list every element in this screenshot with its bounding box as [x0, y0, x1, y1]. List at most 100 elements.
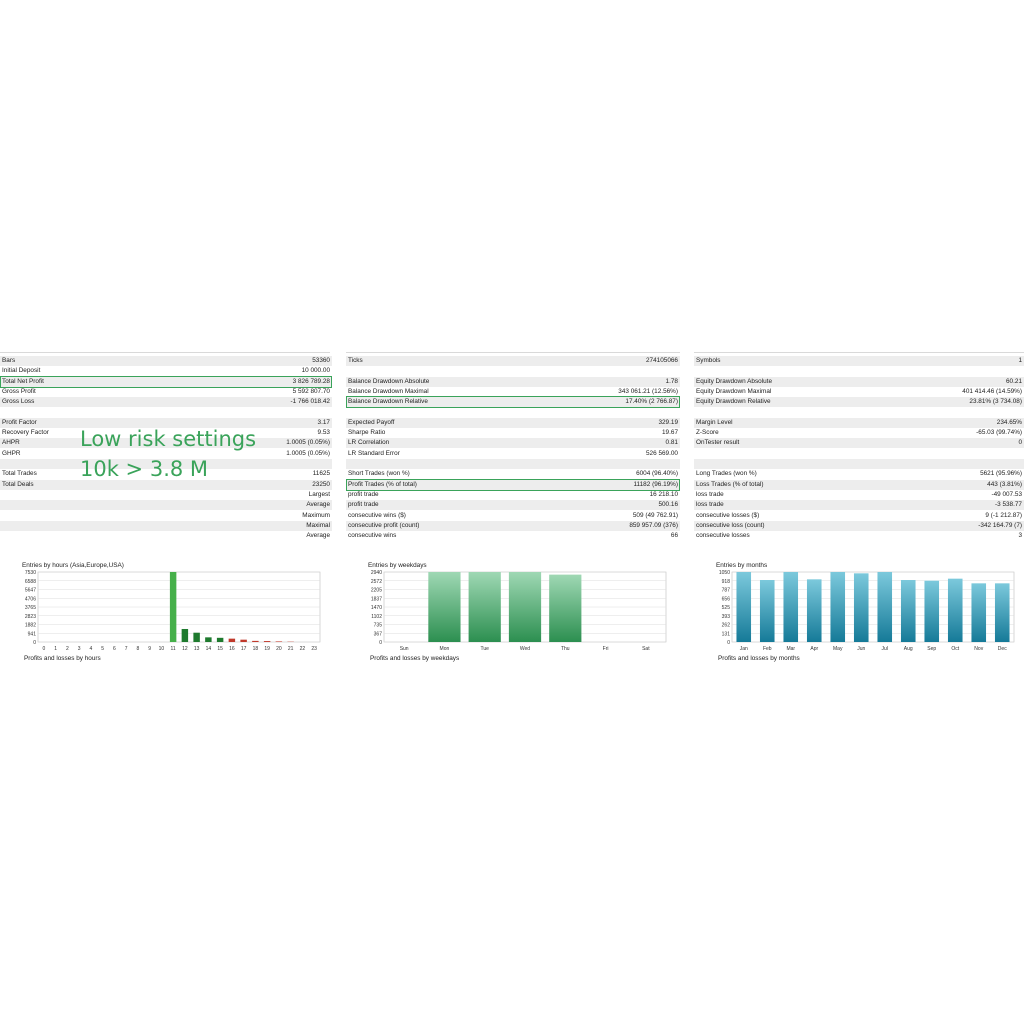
bar-jun	[853, 573, 869, 642]
stat-value: 3.17	[317, 418, 330, 426]
stat-label: Long Trades (won %)	[696, 470, 757, 478]
bar-20	[275, 641, 283, 642]
y-tick-label: 6588	[25, 579, 36, 585]
stat-label: Profit Trades (% of total)	[348, 480, 417, 488]
x-tick-label: Mar	[786, 646, 795, 652]
x-tick-label: 23	[311, 646, 317, 652]
x-tick-label: Dec	[998, 646, 1007, 652]
bar-12	[181, 628, 189, 642]
bar-16	[228, 638, 236, 642]
x-tick-label: 19	[264, 646, 270, 652]
y-tick-label: 1470	[371, 605, 382, 611]
x-tick-label: 8	[136, 646, 139, 652]
stat-row: Bars 53360	[0, 356, 332, 366]
stat-value: 0	[1018, 439, 1022, 447]
x-tick-label: 21	[288, 646, 294, 652]
bar-feb	[759, 580, 775, 642]
bar-thu	[549, 574, 582, 642]
stat-row: Total Net Profit 3 826 789.28	[0, 376, 332, 387]
bar-dec	[994, 583, 1010, 642]
stat-label: Equity Drawdown Absolute	[696, 377, 773, 385]
bar-apr	[806, 579, 822, 642]
bar-chart-svg: 2940 2572 2205 1837 1470 1102 735 367 0 Sun Mon Tue…	[371, 570, 667, 652]
stat-value: -3 538.77	[994, 501, 1022, 509]
y-tick-label: 131	[722, 631, 731, 637]
stat-value: 23250	[312, 480, 330, 488]
stat-label: GHPR	[2, 449, 21, 457]
promo-line-1: Low risk settings	[80, 427, 257, 451]
stat-value: 19.67	[662, 429, 678, 437]
stat-label: Symbols	[696, 357, 721, 364]
stat-value: 443 (3.81%)	[987, 480, 1022, 488]
stat-label: LR Standard Error	[348, 449, 400, 457]
stat-row: Gross Profit 5 592 807.70	[0, 387, 332, 397]
stat-value: 5 592 807.70	[292, 387, 330, 395]
stat-row: consecutive profit (count) 859 957.09 (37…	[346, 520, 680, 531]
stat-value: 9.53	[317, 429, 330, 437]
stat-row	[0, 408, 332, 418]
highlight-box	[346, 396, 680, 409]
bar-17	[240, 639, 247, 642]
stat-label: Total Net Profit	[2, 377, 44, 385]
stat-row: consecutive wins ($) 509 (49 762.91)	[346, 511, 680, 521]
stat-value: 859 957.09 (376)	[629, 521, 678, 529]
stat-label: Total Deals	[2, 480, 34, 488]
bar-may	[830, 572, 846, 642]
stat-label: Z-Score	[696, 429, 719, 437]
stat-row: Initial Deposit 10 000.00	[0, 366, 332, 376]
y-tick-label: 262	[722, 623, 731, 629]
stat-row	[694, 449, 1024, 459]
y-tick-label: 2940	[371, 570, 382, 576]
stat-row: Profit Trades (% of total) 11182 (96.19%)	[346, 479, 680, 490]
bar-oct	[947, 578, 963, 642]
x-tick-label: 10	[159, 646, 165, 652]
stat-label: loss trade	[696, 501, 724, 509]
y-tick-label: 1882	[25, 623, 36, 629]
stat-value: 1	[1018, 357, 1022, 364]
x-tick-label: Aug	[904, 646, 913, 652]
x-tick-label: May	[833, 646, 843, 652]
stat-value: 6004 (96.40%)	[636, 470, 678, 478]
x-tick-label: Tue	[480, 646, 489, 652]
top-divider-right	[694, 352, 1024, 353]
x-tick-label: 7	[125, 646, 128, 652]
stat-row: Expected Payoff 329.19	[346, 417, 680, 428]
y-tick-label: 1050	[719, 570, 730, 576]
y-tick-label: 1837	[371, 596, 382, 602]
stat-value: 343 061.21 (12.56%)	[618, 387, 678, 395]
stat-value: Maximum	[302, 511, 330, 519]
stat-value: Maximal	[306, 521, 330, 529]
stat-label: profit trade	[348, 490, 379, 498]
x-tick-label: Sep	[927, 646, 936, 652]
stat-row: Equity Drawdown Maximal 401 414.46 (14.59…	[694, 387, 1024, 397]
x-tick-label: 0	[42, 646, 45, 652]
stat-value: Average	[306, 501, 330, 509]
stat-row: Average	[0, 531, 332, 541]
stat-label: Balance Drawdown Maximal	[348, 387, 429, 395]
y-tick-label: 941	[28, 631, 37, 637]
y-tick-label: 787	[722, 588, 731, 594]
highlight-box	[0, 375, 332, 388]
stat-label: loss trade	[696, 490, 724, 498]
x-tick-label: 5	[101, 646, 104, 652]
stat-row: Largest	[0, 490, 332, 500]
stat-label: Margin Level	[696, 418, 733, 426]
stat-row: Total Trades 11625	[0, 469, 332, 479]
stat-row	[346, 459, 680, 469]
y-tick-label: 5647	[25, 588, 36, 594]
x-tick-label: 6	[113, 646, 116, 652]
promo-line-2: 10k > 3.8 M	[80, 457, 209, 481]
x-tick-label: 13	[194, 646, 200, 652]
stat-row: OnTester result 0	[694, 438, 1024, 449]
stat-value: -49 007.53	[991, 490, 1022, 498]
x-tick-label: 9	[148, 646, 151, 652]
stat-row: Total Deals 23250	[0, 479, 332, 490]
stat-row	[346, 366, 680, 376]
stat-row: GHPR 1.0005 (0.05%)	[0, 449, 332, 459]
bar-wed	[508, 572, 542, 642]
bar-mon	[428, 572, 461, 642]
stat-value: 10 000.00	[301, 367, 330, 375]
y-tick-label: 393	[722, 614, 731, 620]
stat-label: Equity Drawdown Relative	[696, 398, 771, 406]
entries-by-weekdays-title: Entries by weekdays	[368, 562, 427, 569]
